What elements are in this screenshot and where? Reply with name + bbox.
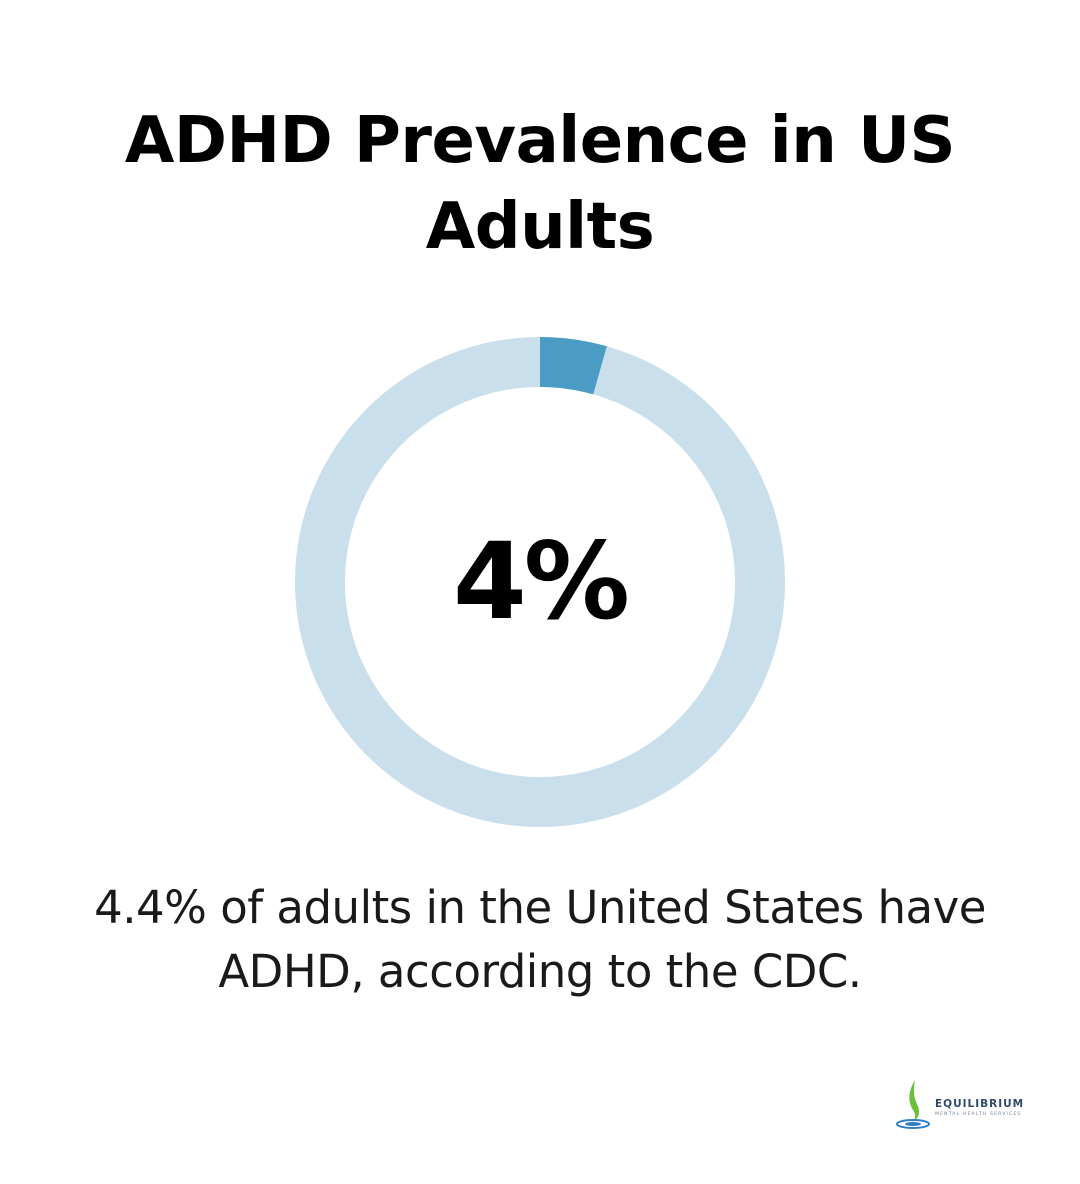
- donut-value-slice: [540, 337, 607, 395]
- chart-title: ADHD Prevalence in US Adults: [124, 104, 956, 264]
- chart-caption: 4.4% of adults in the United States have…: [94, 881, 986, 998]
- logo-tagline: MENTAL HEALTH SERVICES: [935, 1112, 1022, 1117]
- leaf-drop-icon: [896, 1080, 930, 1129]
- equilibrium-logo: EQUILIBRIUM MENTAL HEALTH SERVICES: [895, 1078, 1035, 1130]
- donut-center-value: 4%: [453, 520, 630, 643]
- logo-wordmark: EQUILIBRIUM: [935, 1098, 1025, 1110]
